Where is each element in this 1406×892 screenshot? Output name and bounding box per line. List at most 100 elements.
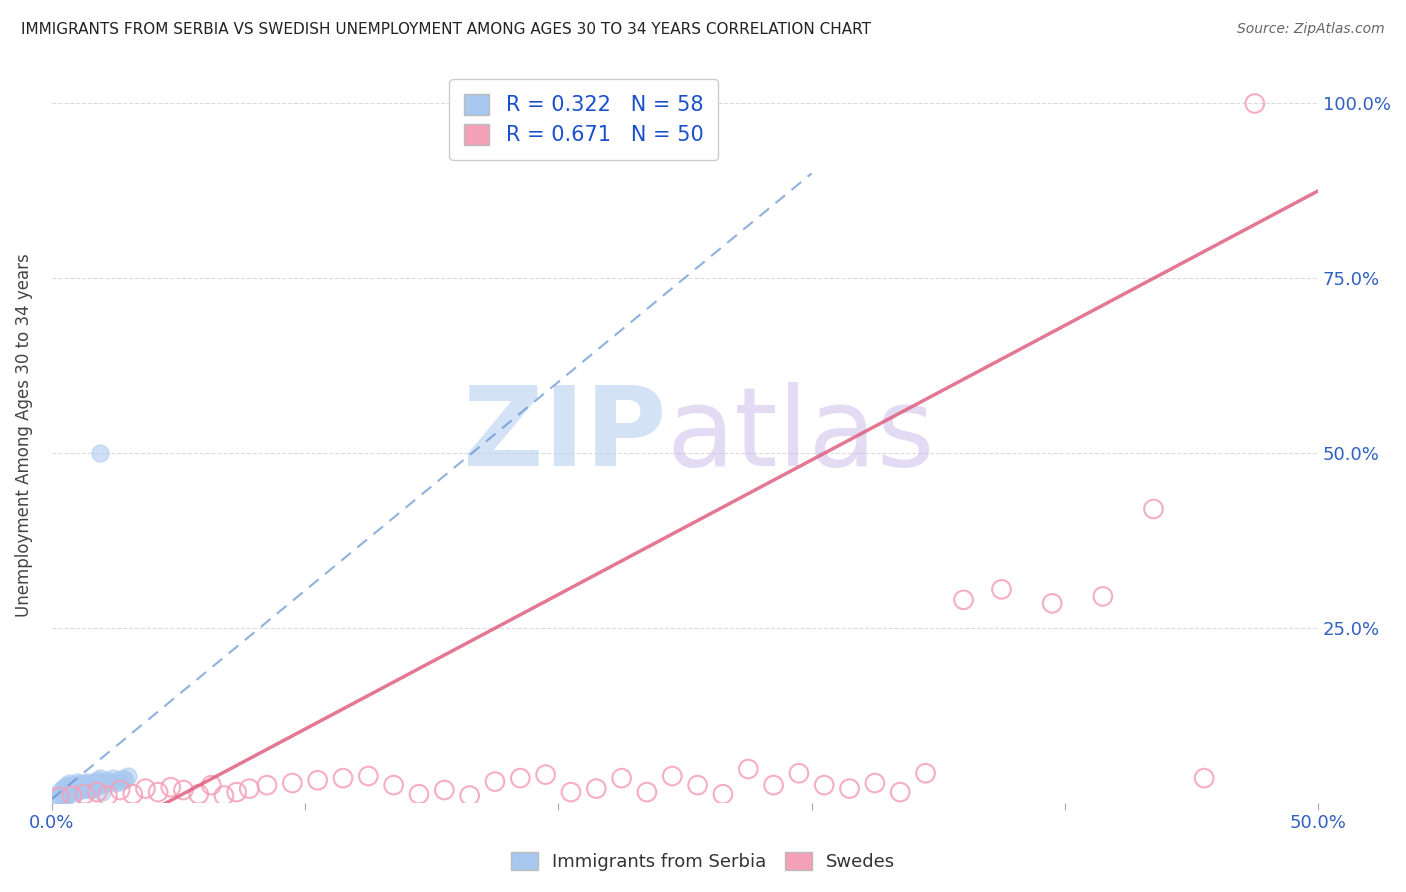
Point (48, 785, 70, 799)
Text: atlas: atlas (666, 382, 935, 489)
Point (89, 771, 111, 785)
Point (96, 789, 118, 803)
Point (86, 785, 108, 799)
Point (382, 778, 405, 792)
Point (1243, 96, 1265, 111)
Point (48, 789, 70, 804)
Point (108, 774, 131, 789)
Point (114, 773, 136, 788)
Point (45, 792, 67, 806)
Point (813, 778, 835, 792)
Point (408, 787, 430, 801)
Point (79, 783, 101, 797)
Text: Source: ZipAtlas.com: Source: ZipAtlas.com (1237, 22, 1385, 37)
Point (281, 776, 304, 790)
Point (56, 789, 79, 803)
Point (60, 785, 83, 799)
Point (172, 783, 194, 797)
Point (91, 778, 114, 792)
Point (79, 778, 101, 792)
Point (225, 785, 247, 799)
Point (58, 783, 80, 797)
Point (200, 778, 222, 792)
Point (69, 780, 91, 795)
Point (53, 789, 76, 804)
Point (73, 787, 96, 801)
Point (711, 787, 734, 801)
Point (83, 774, 105, 789)
Point (60, 781, 83, 796)
Point (117, 769, 139, 783)
Point (212, 789, 235, 803)
Point (787, 766, 810, 780)
Point (58, 780, 80, 795)
Legend: Immigrants from Serbia, Swedes: Immigrants from Serbia, Swedes (503, 845, 903, 879)
Point (98, 774, 121, 789)
Point (101, 771, 124, 785)
Point (91, 774, 114, 789)
Point (585, 781, 607, 796)
Point (990, 582, 1012, 597)
Point (121, 787, 143, 801)
Point (134, 781, 156, 796)
Point (58, 776, 80, 790)
Point (107, 773, 129, 788)
Point (94, 776, 117, 790)
Point (159, 780, 181, 795)
Point (610, 771, 633, 785)
Point (86, 773, 108, 788)
Point (889, 785, 911, 799)
Point (96, 773, 118, 788)
Point (1040, 596, 1063, 610)
Point (56, 785, 79, 799)
Point (89, 446, 111, 460)
Point (433, 783, 456, 797)
Point (111, 771, 134, 785)
Point (737, 762, 759, 776)
Y-axis label: Unemployment Among Ages 30 to 34 years: Unemployment Among Ages 30 to 34 years (15, 253, 32, 617)
Point (661, 769, 683, 783)
Point (509, 771, 531, 785)
Point (48, 789, 70, 804)
Point (66, 785, 89, 799)
Point (187, 787, 209, 801)
Point (73, 781, 96, 796)
Point (66, 774, 89, 789)
Point (58, 787, 80, 801)
Point (560, 785, 582, 799)
Point (534, 767, 557, 781)
Point (1091, 590, 1114, 604)
Point (56, 778, 79, 792)
Point (51, 789, 73, 803)
Point (636, 785, 658, 799)
Point (63, 783, 86, 797)
Point (66, 781, 89, 796)
Point (104, 776, 127, 790)
Point (256, 778, 278, 792)
Point (686, 778, 709, 792)
Point (1142, 502, 1164, 516)
Point (60, 778, 83, 792)
Point (91, 785, 114, 799)
Point (914, 766, 936, 780)
Text: ZIP: ZIP (463, 382, 666, 489)
Legend: R = 0.322   N = 58, R = 0.671   N = 50: R = 0.322 N = 58, R = 0.671 N = 50 (450, 78, 718, 160)
Point (332, 771, 354, 785)
Point (82, 781, 104, 796)
Point (484, 774, 506, 789)
Point (86, 778, 108, 792)
Point (70, 778, 93, 792)
Point (146, 785, 169, 799)
Point (70, 783, 93, 797)
Point (60, 789, 83, 803)
Point (51, 781, 73, 796)
Point (357, 769, 380, 783)
Point (458, 789, 481, 803)
Point (53, 780, 76, 795)
Point (76, 774, 98, 789)
Point (307, 773, 329, 788)
Point (56, 781, 79, 796)
Point (108, 783, 131, 797)
Point (863, 776, 886, 790)
Point (238, 781, 260, 796)
